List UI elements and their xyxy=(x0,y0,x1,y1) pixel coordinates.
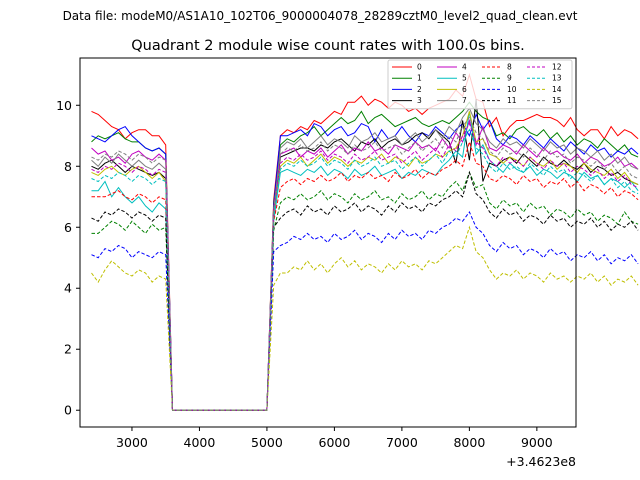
series-line-12 xyxy=(91,122,639,411)
series-line-4 xyxy=(91,118,639,411)
y-axis: 0 2 4 6 8 10 xyxy=(56,98,80,418)
legend-label-2: 2 xyxy=(417,85,422,94)
legend-label-0: 0 xyxy=(417,63,422,72)
legend-label-15: 15 xyxy=(552,96,562,105)
legend-label-14: 14 xyxy=(552,85,562,94)
plot-area xyxy=(91,73,639,411)
x-tick-label: 4000 xyxy=(184,435,216,450)
legend-label-7: 7 xyxy=(462,96,467,105)
series-line-10 xyxy=(91,211,639,411)
legend-label-9: 9 xyxy=(507,74,512,83)
y-tick-label: 4 xyxy=(64,281,72,296)
x-tick-label: 7000 xyxy=(386,435,418,450)
series-line-11 xyxy=(91,170,639,411)
legend-label-5: 5 xyxy=(462,74,467,83)
series-line-8 xyxy=(91,140,639,411)
x-tick-label: 3000 xyxy=(116,435,148,450)
legend-label-10: 10 xyxy=(507,85,517,94)
series-line-9 xyxy=(91,171,639,411)
chart-title: Quadrant 2 module wise count rates with … xyxy=(131,38,525,54)
legend-label-3: 3 xyxy=(417,96,422,105)
series-line-13 xyxy=(91,128,639,411)
y-tick-label: 0 xyxy=(64,403,72,418)
x-tick-label: 6000 xyxy=(319,435,351,450)
x-axis: 3000 4000 5000 6000 7000 8000 9000 xyxy=(116,427,553,450)
legend-label-13: 13 xyxy=(552,74,562,83)
series-line-15 xyxy=(91,116,639,411)
x-tick-label: 9000 xyxy=(521,435,553,450)
series-line-14 xyxy=(91,225,639,411)
legend-label-12: 12 xyxy=(552,63,562,72)
series-line-1 xyxy=(91,101,639,411)
x-tick-label: 5000 xyxy=(251,435,283,450)
y-tick-label: 2 xyxy=(64,342,72,357)
legend-label-6: 6 xyxy=(462,85,467,94)
legend-label-8: 8 xyxy=(507,63,512,72)
legend-box xyxy=(387,59,573,110)
axes-frame xyxy=(79,57,577,428)
suptitle: Data file: modeM0/AS1A10_102T06_90000040… xyxy=(63,9,578,23)
y-tick-label: 6 xyxy=(64,220,72,235)
x-offset-label: +3.4623e8 xyxy=(506,454,576,469)
legend-label-1: 1 xyxy=(417,74,422,83)
series-line-7 xyxy=(91,107,639,411)
y-tick-label: 10 xyxy=(56,98,72,113)
legend-label-11: 11 xyxy=(507,96,517,105)
y-tick-label: 8 xyxy=(64,159,72,174)
legend-label-4: 4 xyxy=(462,63,467,72)
x-tick-label: 8000 xyxy=(453,435,485,450)
